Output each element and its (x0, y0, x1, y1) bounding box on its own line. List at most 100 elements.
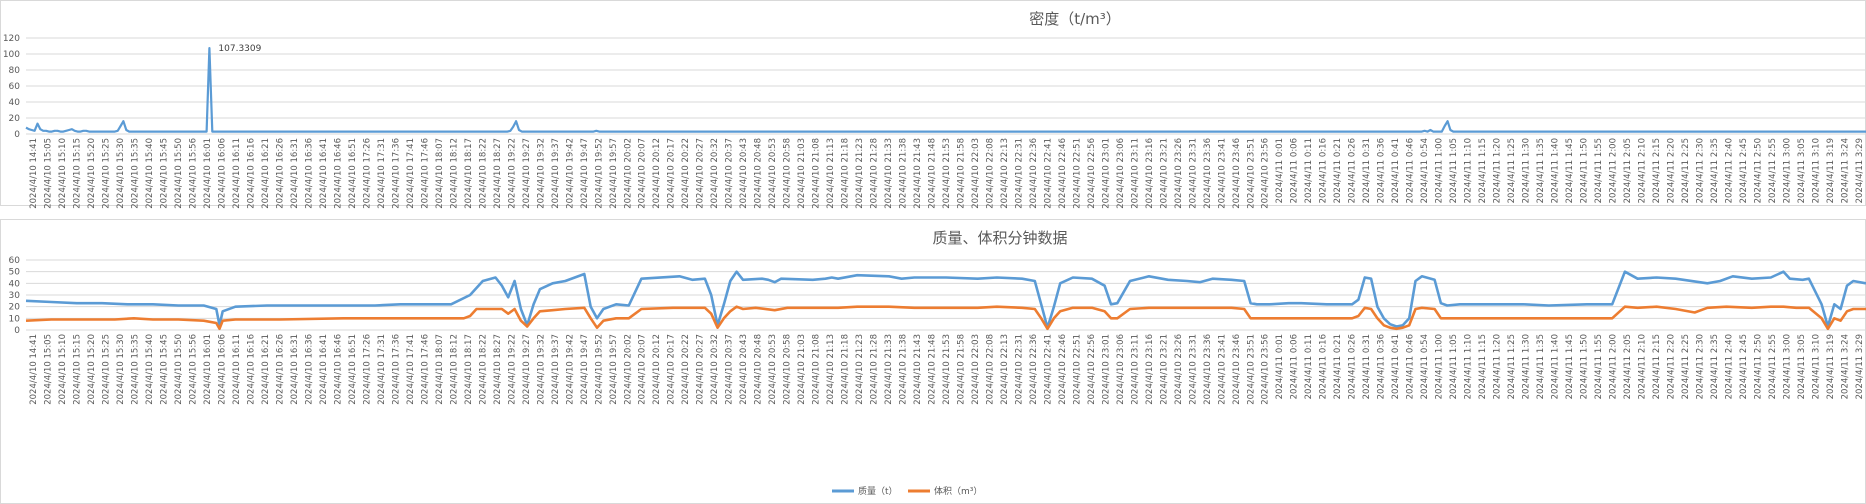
x-tick-label: 2024/4/10 15:05 (44, 138, 54, 209)
x-tick-label: 2024/4/10 18:17 (464, 334, 474, 405)
x-tick-label: 2024/4/10 23:16 (1145, 334, 1155, 405)
x-tick-label: 2024/4/10 16:36 (305, 138, 315, 209)
x-tick-label: 2024/4/10 17:36 (391, 138, 401, 209)
x-tick-label: 2024/4/10 19:32 (536, 138, 546, 209)
x-tick-label: 2024/4/11 2:45 (1739, 138, 1749, 203)
x-tick-label: 2024/4/10 23:31 (1188, 334, 1198, 405)
x-tick-label: 2024/4/10 15:56 (189, 334, 199, 405)
x-tick-label: 2024/4/11 1:45 (1565, 138, 1575, 203)
x-tick-label: 2024/4/10 20:17 (667, 138, 677, 209)
x-tick-label: 2024/4/10 18:12 (449, 334, 459, 405)
x-tick-label: 2024/4/10 18:22 (478, 138, 488, 209)
x-tick-label: 2024/4/11 2:25 (1681, 334, 1691, 399)
x-tick-label: 2024/4/11 2:00 (1608, 138, 1618, 203)
x-tick-label: 2024/4/10 21:53 (942, 334, 952, 405)
x-tick-label: 2024/4/11 0:21 (1333, 138, 1343, 203)
x-tick-label: 2024/4/10 19:22 (507, 334, 517, 405)
x-tick-label: 2024/4/10 21:38 (899, 138, 909, 209)
legend-entry: 体积（m³） (934, 485, 982, 497)
x-tick-label: 2024/4/10 23:51 (1246, 138, 1256, 209)
x-tick-label: 2024/4/10 20:53 (768, 138, 778, 209)
x-tick-label: 2024/4/10 20:07 (638, 138, 648, 209)
x-tick-label: 2024/4/10 20:53 (768, 334, 778, 405)
x-tick-label: 2024/4/10 20:27 (696, 334, 706, 405)
y-tick-label: 60 (9, 256, 21, 266)
x-tick-label: 2024/4/10 21:43 (913, 138, 923, 209)
x-tick-label: 2024/4/10 23:51 (1246, 334, 1256, 405)
x-tick-label: 2024/4/10 15:30 (116, 138, 126, 209)
x-tick-label: 2024/4/10 20:32 (710, 334, 720, 405)
x-tick-label: 2024/4/10 22:03 (971, 334, 981, 405)
x-tick-label: 2024/4/10 23:46 (1232, 138, 1242, 209)
x-tick-label: 2024/4/10 18:07 (435, 138, 445, 209)
x-tick-label: 2024/4/11 1:35 (1536, 138, 1546, 203)
x-tick-label: 2024/4/11 1:10 (1464, 138, 1474, 203)
x-tick-label: 2024/4/10 15:30 (116, 334, 126, 405)
x-tick-label: 2024/4/10 15:40 (145, 334, 155, 405)
x-tick-label: 2024/4/10 19:52 (594, 334, 604, 405)
x-tick-label: 2024/4/10 23:21 (1159, 334, 1169, 405)
x-tick-label: 2024/4/11 1:30 (1522, 138, 1532, 203)
x-tick-label: 2024/4/10 17:46 (420, 138, 430, 209)
x-tick-label: 2024/4/10 21:58 (956, 334, 966, 405)
x-tick-label: 2024/4/11 0:41 (1391, 334, 1401, 399)
x-tick-label: 2024/4/10 20:22 (681, 334, 691, 405)
x-tick-label: 2024/4/10 23:31 (1188, 138, 1198, 209)
x-tick-label: 2024/4/11 0:26 (1348, 138, 1358, 203)
x-tick-label: 2024/4/11 0:21 (1333, 334, 1343, 399)
x-tick-label: 2024/4/10 23:06 (1116, 138, 1126, 209)
x-tick-label: 2024/4/10 20:48 (754, 138, 764, 209)
x-tick-label: 2024/4/10 15:35 (131, 334, 141, 405)
x-tick-label: 2024/4/11 2:40 (1724, 138, 1734, 203)
x-tick-label: 2024/4/10 23:41 (1217, 138, 1227, 209)
x-tick-label: 2024/4/10 20:07 (638, 334, 648, 405)
x-tick-label: 2024/4/11 2:30 (1695, 138, 1705, 203)
y-tick-label: 20 (9, 114, 21, 124)
x-tick-label: 2024/4/10 22:56 (1087, 334, 1097, 405)
x-tick-label: 2024/4/10 20:22 (681, 138, 691, 209)
x-tick-label: 2024/4/10 16:41 (319, 334, 329, 405)
x-tick-label: 2024/4/11 3:29 (1855, 138, 1865, 203)
x-tick-label: 2024/4/11 1:05 (1449, 138, 1459, 203)
x-tick-label: 2024/4/10 21:58 (956, 138, 966, 209)
x-tick-label: 2024/4/10 16:51 (348, 334, 358, 405)
x-tick-label: 2024/4/10 19:57 (609, 138, 619, 209)
x-tick-label: 2024/4/10 20:43 (739, 334, 749, 405)
x-tick-label: 2024/4/10 16:06 (218, 334, 228, 405)
x-tick-label: 2024/4/10 17:26 (362, 138, 372, 209)
x-tick-label: 2024/4/11 2:55 (1768, 138, 1778, 203)
x-tick-label: 2024/4/11 1:25 (1507, 334, 1517, 399)
x-tick-label: 2024/4/10 16:21 (261, 138, 271, 209)
x-tick-label: 2024/4/10 18:27 (493, 138, 503, 209)
x-tick-label: 2024/4/10 16:36 (305, 334, 315, 405)
x-tick-label: 2024/4/11 2:10 (1637, 138, 1647, 203)
x-tick-label: 2024/4/11 2:55 (1768, 334, 1778, 399)
x-tick-label: 2024/4/10 22:08 (985, 138, 995, 209)
x-tick-label: 2024/4/11 1:05 (1449, 334, 1459, 399)
x-tick-label: 2024/4/11 0:36 (1377, 334, 1387, 399)
density-chart-title: 密度（t/m³） (1029, 10, 1121, 28)
x-tick-label: 2024/4/11 1:45 (1565, 334, 1575, 399)
mass-volume-chart-title: 质量、体积分钟数据 (932, 229, 1067, 247)
volume-series-line (25, 305, 1866, 331)
x-tick-label: 2024/4/10 20:27 (696, 138, 706, 209)
x-tick-label: 2024/4/10 20:12 (652, 334, 662, 405)
x-tick-label: 2024/4/11 0:26 (1348, 334, 1358, 399)
x-tick-label: 2024/4/10 22:46 (1058, 138, 1068, 209)
x-tick-label: 2024/4/10 22:36 (1029, 334, 1039, 405)
x-tick-label: 2024/4/11 0:46 (1406, 138, 1416, 203)
x-tick-label: 2024/4/11 2:10 (1637, 334, 1647, 399)
x-tick-label: 2024/4/10 23:26 (1174, 334, 1184, 405)
x-tick-label: 2024/4/10 23:56 (1261, 334, 1271, 405)
x-tick-label: 2024/4/10 22:56 (1087, 138, 1097, 209)
x-tick-label: 2024/4/10 19:47 (580, 138, 590, 209)
x-tick-label: 2024/4/10 14:41 (29, 334, 39, 405)
density-chart-area (0, 0, 1866, 206)
x-tick-label: 2024/4/10 16:31 (290, 334, 300, 405)
y-tick-label: 30 (9, 291, 21, 301)
x-tick-label: 2024/4/10 23:11 (1130, 334, 1140, 405)
x-tick-label: 2024/4/11 1:40 (1551, 334, 1561, 399)
x-tick-label: 2024/4/11 3:10 (1811, 334, 1821, 399)
x-tick-label: 2024/4/10 21:33 (884, 334, 894, 405)
x-tick-label: 2024/4/11 1:55 (1594, 334, 1604, 399)
